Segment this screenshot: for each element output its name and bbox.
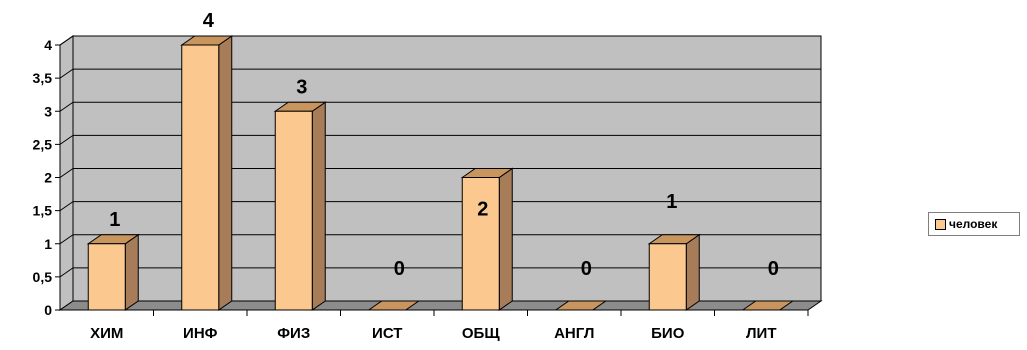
data-label: 0 xyxy=(581,258,592,280)
y-tick-label: 0 xyxy=(44,302,52,318)
legend-swatch-icon xyxy=(935,218,946,230)
bar-zero xyxy=(554,300,608,311)
bar xyxy=(461,177,500,311)
gridline-side xyxy=(59,35,74,46)
bar xyxy=(648,243,687,311)
legend: человек xyxy=(928,212,1020,236)
bar-side xyxy=(124,233,139,311)
bar-side xyxy=(685,233,700,311)
bar xyxy=(274,110,313,311)
bar-side xyxy=(498,167,513,311)
gridline-side xyxy=(59,201,74,212)
bar-side xyxy=(311,101,326,311)
gridline-side xyxy=(59,267,74,278)
data-label: 3 xyxy=(296,76,307,98)
x-tick-label: АНГЛ xyxy=(554,325,594,342)
gridline-side xyxy=(59,168,74,178)
y-tick-label: 2,5 xyxy=(33,136,53,152)
gridline-side xyxy=(59,101,74,112)
y-tick-label: 2 xyxy=(44,170,52,186)
data-label: 0 xyxy=(768,258,779,280)
data-label: 1 xyxy=(666,191,677,213)
x-tick-label: ФИЗ xyxy=(277,325,310,342)
data-label: 4 xyxy=(203,10,215,32)
chart-floor xyxy=(58,300,823,311)
x-tick-label: ХИМ xyxy=(90,325,123,342)
y-tick-label: 0,5 xyxy=(33,269,53,285)
legend-label: человек xyxy=(949,217,998,231)
gridline-side xyxy=(59,134,74,145)
y-tick-label: 3,5 xyxy=(33,70,53,86)
x-tick-label: БИО xyxy=(651,325,685,342)
data-label: 1 xyxy=(109,209,120,231)
data-label: 2 xyxy=(477,199,488,221)
x-tick-label: ИНФ xyxy=(183,325,218,342)
x-tick-label: ОБЩ xyxy=(462,325,500,342)
y-tick-label: 3 xyxy=(44,103,52,119)
y-tick-label: 1,5 xyxy=(33,203,53,219)
y-tick-label: 4 xyxy=(44,37,52,53)
bar xyxy=(181,44,220,311)
bar xyxy=(87,243,126,311)
y-tick-label: 1 xyxy=(44,236,52,252)
x-tick-label: ИСТ xyxy=(372,325,402,342)
gridline-side xyxy=(59,234,74,245)
x-tick-label: ЛИТ xyxy=(746,325,776,342)
data-label: 0 xyxy=(394,258,405,280)
bar-zero xyxy=(741,300,795,311)
bar-side xyxy=(218,35,233,311)
gridline-side xyxy=(59,68,74,79)
bar-zero xyxy=(367,300,421,311)
